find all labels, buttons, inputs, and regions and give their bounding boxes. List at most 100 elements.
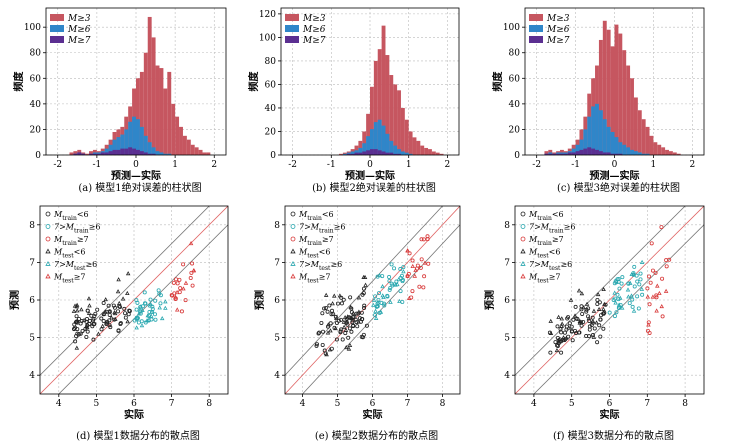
- y-tick-label: 7: [274, 258, 280, 268]
- histogram-bar: [408, 131, 413, 155]
- histogram-bar: [400, 151, 405, 155]
- scatter-point: [111, 303, 116, 308]
- histogram-bar: [73, 151, 78, 155]
- histogram-bar: [128, 147, 133, 155]
- scatter-point: [91, 337, 96, 342]
- scatter-point: [112, 317, 117, 322]
- x-tick-label: 6: [370, 399, 376, 409]
- histogram-bar: [610, 131, 615, 155]
- histogram-bar: [206, 152, 211, 155]
- histogram-bar: [649, 135, 654, 155]
- histogram-bar: [132, 116, 136, 155]
- scatter-point: [619, 281, 624, 286]
- scatter-point: [419, 237, 424, 242]
- histogram-bar: [362, 143, 367, 155]
- histogram-bar: [575, 144, 580, 155]
- scatter-point: [80, 328, 85, 333]
- histogram-bar: [358, 147, 363, 155]
- histogram-bar: [618, 153, 623, 155]
- legend-base: 7>M: [54, 260, 75, 269]
- scatter-point: [627, 280, 633, 285]
- histogram-bar: [571, 152, 576, 155]
- histogram-bar: [431, 151, 436, 155]
- scatter-point: [346, 335, 351, 340]
- scatter-point: [178, 286, 183, 291]
- scatter-point: [163, 299, 168, 304]
- histogram-bar: [112, 139, 117, 155]
- scatter-point: [115, 289, 121, 294]
- histogram-bar: [167, 153, 172, 155]
- histogram-bar: [400, 107, 405, 155]
- legend-swatch: [529, 36, 543, 43]
- scatter-point: [595, 297, 600, 302]
- scatter-point: [103, 297, 108, 302]
- histogram-bar: [389, 140, 394, 155]
- legend-subscript: test: [537, 253, 549, 260]
- scatter-point: [405, 273, 410, 278]
- x-tick-label: 4: [300, 399, 306, 409]
- scatter-point: [106, 303, 111, 308]
- scatter-point: [134, 325, 139, 330]
- scatter-point: [556, 339, 561, 344]
- y-tick-label: 20: [30, 125, 42, 135]
- histogram-bar: [116, 137, 121, 155]
- histogram-bar: [602, 119, 607, 155]
- y-tick-label: 60: [265, 80, 277, 90]
- scatter-point: [647, 274, 652, 279]
- legend-relation: <6: [549, 248, 561, 257]
- scatter-point: [650, 294, 656, 299]
- histogram-bar: [637, 110, 642, 155]
- histogram-bar: [408, 153, 413, 155]
- histogram-bar: [108, 144, 113, 155]
- plot-frame: [514, 205, 705, 395]
- scatter-point: [562, 330, 567, 335]
- histogram-bar: [143, 135, 148, 155]
- histogram-bar: [381, 125, 386, 155]
- legend-subscript: train: [62, 240, 77, 247]
- scatter-point: [171, 280, 176, 285]
- scatter-point: [45, 261, 51, 266]
- histogram-bar: [397, 90, 401, 155]
- scatter-point: [400, 300, 405, 305]
- panel-caption: (e) 模型2数据分布的散点图: [315, 429, 438, 442]
- scatter-point: [174, 307, 180, 312]
- scatter-point: [637, 282, 642, 287]
- scatter-point: [349, 315, 354, 320]
- scatter-point: [569, 324, 574, 329]
- legend-label: Mtrain<6: [298, 210, 334, 222]
- histogram-bar: [595, 103, 599, 155]
- scatter-point: [620, 275, 625, 280]
- scatter-point: [74, 319, 79, 324]
- scatter-point: [601, 286, 606, 292]
- histogram-bar: [143, 152, 148, 155]
- scatter-point: [354, 320, 359, 325]
- scatter-point: [362, 306, 367, 311]
- scatter-point: [635, 279, 640, 284]
- legend-subscript: test: [537, 278, 549, 285]
- scatter-point: [95, 307, 100, 312]
- histogram-bar: [151, 37, 156, 155]
- legend-label: Mtrain≥7: [298, 235, 334, 247]
- histogram-bar: [100, 152, 105, 155]
- histogram-bar: [139, 126, 144, 155]
- legend-base: M: [528, 210, 538, 219]
- legend-label: Mtest<6: [298, 248, 330, 260]
- x-tick-label: 2: [211, 160, 217, 170]
- scatter-point: [183, 298, 188, 303]
- histogram-bar: [676, 153, 681, 155]
- histogram-bar: [186, 139, 191, 155]
- scatter-point: [566, 315, 571, 320]
- scatter-point: [163, 305, 168, 310]
- scatter-point: [118, 305, 123, 310]
- scatter-point: [387, 275, 392, 280]
- histogram-bar: [136, 119, 140, 155]
- histogram-bar: [393, 153, 398, 155]
- legend-label: 7>Mtest≥6: [54, 260, 97, 272]
- histogram-bar: [424, 147, 429, 155]
- legend-label: Mtrain≥7: [528, 235, 564, 247]
- scatter-point: [415, 263, 420, 268]
- histogram-bar: [610, 46, 615, 155]
- histogram-bar: [614, 153, 619, 155]
- scatter-point: [664, 258, 669, 263]
- scatter-point: [158, 293, 163, 298]
